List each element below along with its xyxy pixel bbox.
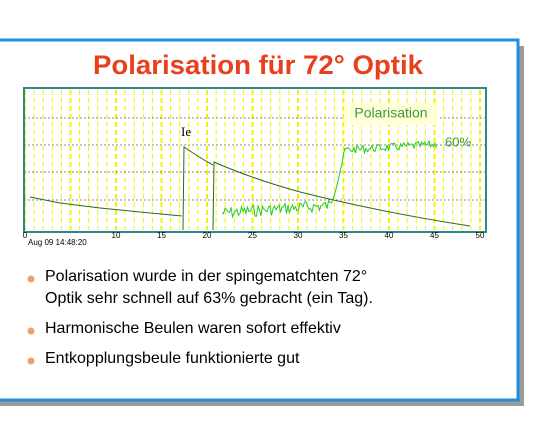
bullet-text: Optik sehr schnell auf 63% gebracht (ein…	[45, 290, 373, 307]
x-tick-label: 35	[339, 231, 348, 240]
bullet-dot	[27, 327, 35, 335]
x-tick-label: 40	[385, 231, 394, 240]
x-tick-label: 15	[157, 231, 166, 240]
plot: Polarisation 60% Ie Aug 09 14:48:20	[23, 87, 487, 247]
level-label: 60%	[445, 134, 471, 149]
x-tick-label: 45	[430, 231, 439, 240]
bullet-text: Entkopplungsbeule funktionierte gut	[45, 350, 300, 367]
bullet-dot	[27, 357, 35, 365]
legend-box	[344, 103, 438, 125]
x-tick-label: 30	[294, 231, 303, 240]
current-curve	[182, 146, 471, 231]
x-tick-label: 50	[476, 231, 485, 240]
title: Polarisation für 72° Optik	[93, 50, 424, 80]
plot-frame	[23, 87, 487, 233]
polarisation-curve	[221, 139, 437, 219]
legend: Polarisation	[354, 105, 427, 121]
bullet-dot	[27, 275, 35, 283]
x-tick-label: 10	[112, 231, 121, 240]
x-tick-label: 20	[203, 231, 212, 240]
bullet-text: Harmonische Beulen waren sofort effektiv	[45, 320, 341, 337]
current-curve	[29, 196, 183, 217]
x-tick-label: 25	[248, 231, 257, 240]
curves	[29, 139, 471, 231]
date-label: Aug 09 14:48:20	[28, 238, 87, 247]
x-tick-label: 0	[23, 231, 28, 240]
bullet-text: Polarisation wurde in der spingematchten…	[45, 268, 367, 285]
curve-label: Ie	[181, 124, 191, 139]
bullets: Polarisation wurde in der spingematchten…	[27, 268, 373, 367]
